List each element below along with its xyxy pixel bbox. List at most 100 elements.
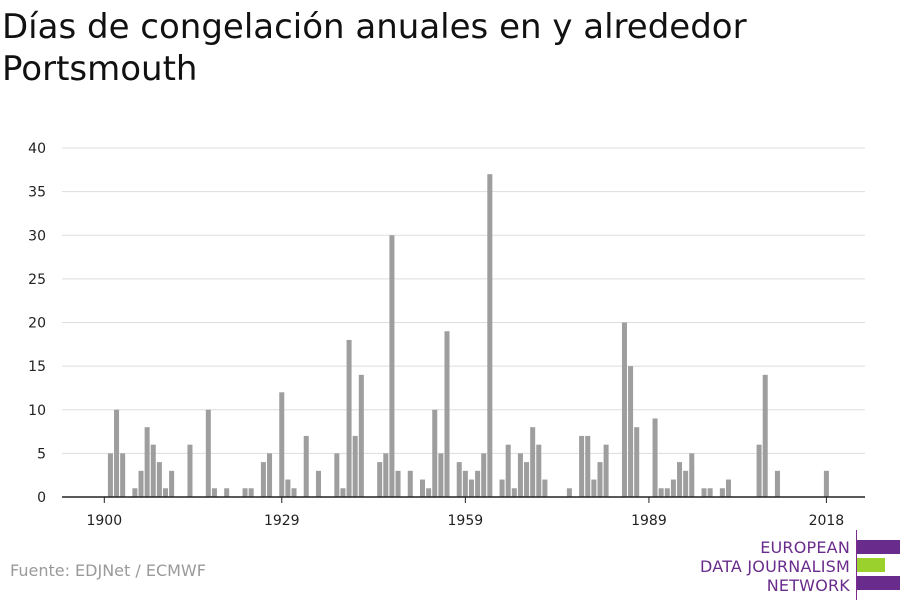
bar-1947 <box>389 235 395 497</box>
y-tick-label: 0 <box>37 490 46 506</box>
logo-line-1: EUROPEAN <box>760 538 850 557</box>
grid-lines <box>62 147 865 454</box>
logo-bar-purple-top <box>857 540 900 554</box>
bar-1953 <box>426 488 432 497</box>
bar-2001 <box>719 488 725 497</box>
bar-1978 <box>579 435 585 497</box>
bar-1994 <box>677 462 683 497</box>
bar-1948 <box>395 470 401 497</box>
bar-1969 <box>524 462 530 497</box>
edjnet-logo: EUROPEAN DATA JOURNALISM NETWORK <box>700 530 900 600</box>
logo-bar-green <box>857 558 885 572</box>
bar-1981 <box>597 462 603 497</box>
bar-1920 <box>224 488 230 497</box>
bar-1924 <box>248 488 254 497</box>
y-tick-label: 40 <box>28 141 46 157</box>
bar-1956 <box>444 331 450 497</box>
x-tick-label: 1900 <box>86 513 122 529</box>
bars <box>107 174 829 498</box>
bar-1931 <box>291 488 297 497</box>
bar-1982 <box>603 444 609 497</box>
bar-1960 <box>468 479 474 497</box>
bar-1966 <box>505 444 511 497</box>
logo-line-3: NETWORK <box>766 576 850 595</box>
bar-1906 <box>138 470 144 497</box>
y-tick-label: 30 <box>28 228 46 244</box>
bar-1967 <box>511 488 517 497</box>
bar-1993 <box>670 479 676 497</box>
bar-1926 <box>260 462 266 497</box>
bar-1976 <box>566 488 572 497</box>
bar-1929 <box>279 392 285 497</box>
bar-1910 <box>162 488 169 497</box>
bar-1991 <box>658 488 664 497</box>
bar-1987 <box>634 427 640 497</box>
bar-1971 <box>536 444 542 497</box>
y-tick-label: 25 <box>28 272 46 288</box>
y-tick-label: 35 <box>28 185 46 201</box>
source-note: Fuente: EDJNet / ECMWF <box>10 561 206 580</box>
bar-2007 <box>756 444 762 497</box>
bar-1970 <box>530 427 536 497</box>
bar-2010 <box>774 470 780 497</box>
bar-1959 <box>462 470 468 497</box>
bar-1923 <box>242 488 248 497</box>
bar-1972 <box>542 479 548 497</box>
bar-1961 <box>475 470 481 497</box>
bar-1954 <box>432 409 438 497</box>
bar-1909 <box>156 462 162 497</box>
y-tick-label: 15 <box>28 359 46 375</box>
logo-bar-purple-bottom <box>857 576 900 590</box>
bar-1950 <box>407 470 413 497</box>
bar-1945 <box>377 462 383 497</box>
bar-1902 <box>114 409 120 497</box>
bar-1996 <box>689 453 695 498</box>
bar-1955 <box>438 453 444 498</box>
logo-divider <box>856 530 857 600</box>
bar-2018 <box>823 470 829 497</box>
bar-1939 <box>340 488 346 497</box>
x-tick-label: 1929 <box>264 513 300 529</box>
bar-1903 <box>120 453 126 498</box>
x-tick-label: 1989 <box>631 513 667 529</box>
bar-1965 <box>499 479 505 497</box>
bar-1986 <box>628 366 634 498</box>
y-tick-label: 20 <box>28 316 46 332</box>
bar-1942 <box>358 374 364 497</box>
bar-1930 <box>285 479 291 497</box>
bar-2008 <box>762 374 768 497</box>
bar-1979 <box>585 435 591 497</box>
chart-title: Días de congelación anuales en y alreded… <box>2 7 747 89</box>
x-tick-label: 2018 <box>809 513 845 529</box>
bar-1938 <box>334 453 340 498</box>
bar-1901 <box>107 453 113 498</box>
bar-1992 <box>664 488 670 497</box>
bar-1999 <box>707 488 713 497</box>
bar-1963 <box>487 174 493 497</box>
bar-2002 <box>725 479 731 497</box>
bar-1995 <box>683 470 689 497</box>
bar-1911 <box>169 470 175 497</box>
x-tick-label: 1959 <box>448 513 484 529</box>
bar-1940 <box>346 339 352 497</box>
bar-1933 <box>303 435 309 497</box>
bar-1908 <box>150 444 156 497</box>
bar-1918 <box>211 488 217 497</box>
bar-1952 <box>420 479 426 497</box>
bar-1917 <box>205 409 211 497</box>
bar-1985 <box>621 322 627 497</box>
bar-1905 <box>132 488 138 497</box>
bar-1946 <box>383 453 389 498</box>
y-axis-ticks: 0 5 10 15 20 25 30 35 40 <box>28 141 46 506</box>
bar-1935 <box>315 470 321 497</box>
logo-line-2: DATA JOURNALISM <box>700 557 850 576</box>
bar-1980 <box>591 479 597 497</box>
bar-1968 <box>517 453 523 498</box>
y-tick-label: 5 <box>37 446 46 462</box>
x-axis-ticks: 1900 1929 1959 1989 2018 <box>86 497 844 529</box>
bar-1962 <box>481 453 487 498</box>
bar-1927 <box>267 453 273 498</box>
bar-1998 <box>701 488 707 497</box>
bar-1990 <box>652 418 658 497</box>
